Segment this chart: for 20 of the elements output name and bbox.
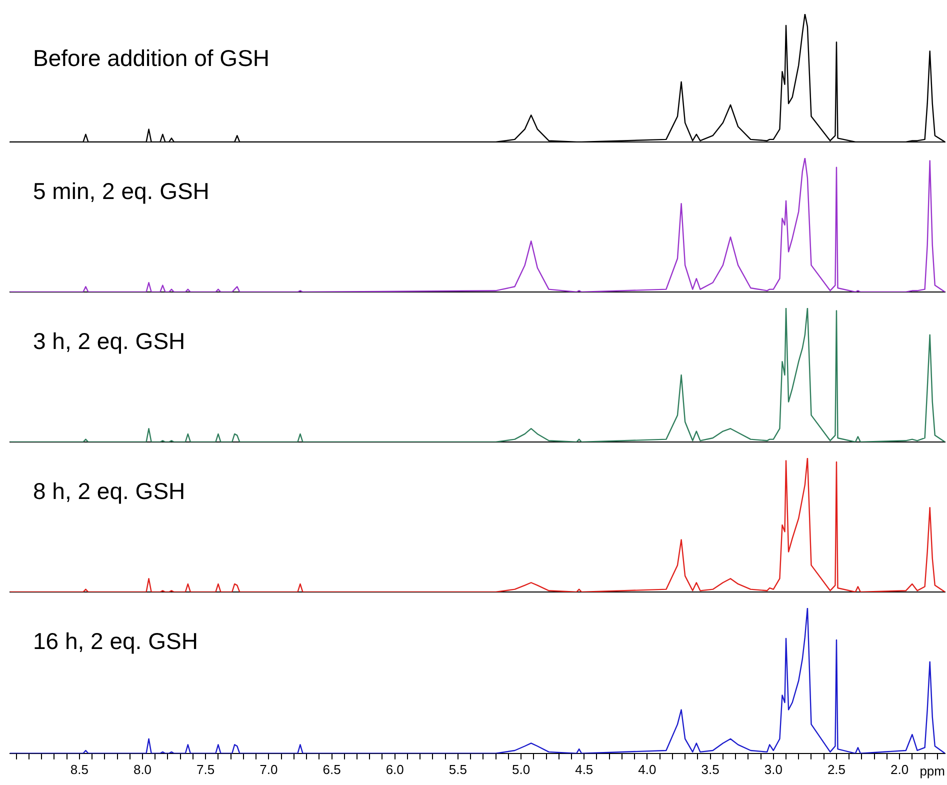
text: 5 min, 2 eq. GSH [33,178,210,205]
x-axis-title: ppm [920,763,945,778]
x-tick-label: 3.0 [764,762,782,777]
x-tick-label: 4.5 [575,762,594,777]
x-tick-label: 7.5 [196,762,215,777]
x-tick-label: 2.5 [827,762,846,777]
x-tick-label: 5.0 [512,762,530,777]
x-tick-label: 7.0 [260,762,278,777]
x-tick-label: 2.0 [890,762,909,777]
text: 16 h, 2 eq. GSH [33,628,198,655]
text: 3 h, 2 eq. GSH [33,328,186,355]
x-tick-label: 6.0 [386,762,404,777]
x-tick-label: 8.5 [70,762,88,777]
x-tick-label: 5.5 [448,762,467,777]
text: Before addition of GSH [33,45,270,72]
x-tick-label: 4.0 [638,762,656,777]
x-tick-label: 8.0 [133,762,152,777]
x-tick-label: 6.5 [322,762,341,777]
x-tick-label: 3.5 [701,762,720,777]
text: 8 h, 2 eq. GSH [33,478,186,505]
